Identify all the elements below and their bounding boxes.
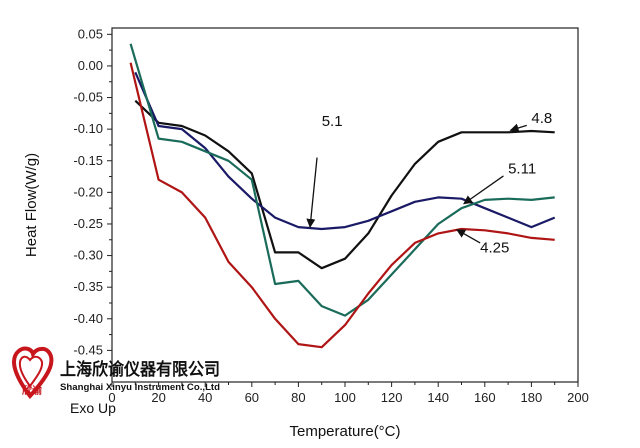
y-tick-label: -0.20 xyxy=(73,184,103,199)
plot-border xyxy=(111,27,579,383)
series-arrow-2 xyxy=(463,175,504,205)
y-tick-label: 0.00 xyxy=(78,58,103,73)
series-line-1 xyxy=(134,71,556,231)
y-tick-label: -0.45 xyxy=(73,342,103,357)
series-arrow-1 xyxy=(306,157,318,229)
y-axis: 0.05 0.00 -0.05 -0.10 -0.15 -0.20 -0.25 -0.30 -0… xyxy=(73,26,112,367)
x-axis-title: Temperature(°C) xyxy=(289,423,400,440)
series-layer xyxy=(129,43,556,349)
series-arrow-0 xyxy=(509,123,527,133)
x-tick-label: 140 xyxy=(427,390,449,405)
y-tick-label: 0.05 xyxy=(78,26,103,41)
x-tick-label: 160 xyxy=(474,390,496,405)
y-tick-label: -0.05 xyxy=(73,90,103,105)
y-tick-label: -0.25 xyxy=(73,216,103,231)
y-tick-label: -0.30 xyxy=(73,248,103,263)
plot-frame xyxy=(111,27,579,383)
heart-inner-icon xyxy=(18,355,44,388)
company-name-cn: 上海欣谕仪器有限公司 xyxy=(60,359,220,380)
y-tick-label: -0.35 xyxy=(73,279,103,294)
x-tick-label: 180 xyxy=(521,390,543,405)
exo-up-annotation: Exo Up xyxy=(70,400,116,416)
x-tick-label: 0 xyxy=(108,390,115,405)
series-labels: 4.8 5.1 5.11 4.25 xyxy=(306,110,552,256)
logo-mark-text: 欣谕 xyxy=(22,384,43,397)
series-label-3: 4.25 xyxy=(480,239,509,256)
x-axis: 0 20 40 60 80 100 120 140 160 180 200 xyxy=(108,382,589,405)
y-tick-label: -0.10 xyxy=(73,121,103,136)
y-axis-title: Heat Flow(W/g) xyxy=(23,153,40,257)
series-label-1: 5.1 xyxy=(322,113,343,130)
series-line-3 xyxy=(129,62,555,349)
y-tick-label: -0.40 xyxy=(73,311,103,326)
series-label-0: 4.8 xyxy=(531,110,552,127)
y-tick-label: -0.15 xyxy=(73,153,103,168)
company-logo: 欣谕 上海欣谕仪器有限公司 Shanghai Xinyu Instrument … xyxy=(11,346,220,400)
x-tick-label: 20 xyxy=(151,390,165,405)
x-tick-label: 60 xyxy=(245,390,259,405)
x-tick-label: 200 xyxy=(567,390,589,405)
series-line-2 xyxy=(129,43,555,317)
series-label-2: 5.11 xyxy=(508,160,536,177)
x-tick-label: 40 xyxy=(198,390,212,405)
series-line-0 xyxy=(134,99,555,270)
series-arrow-3 xyxy=(456,229,481,244)
x-tick-label: 80 xyxy=(291,390,305,405)
heart-logo-icon xyxy=(11,346,54,400)
x-tick-label: 100 xyxy=(334,390,356,405)
company-name-en: Shanghai Xinyu Instrument Co.,Ltd xyxy=(60,382,220,392)
x-tick-label: 120 xyxy=(381,390,403,405)
